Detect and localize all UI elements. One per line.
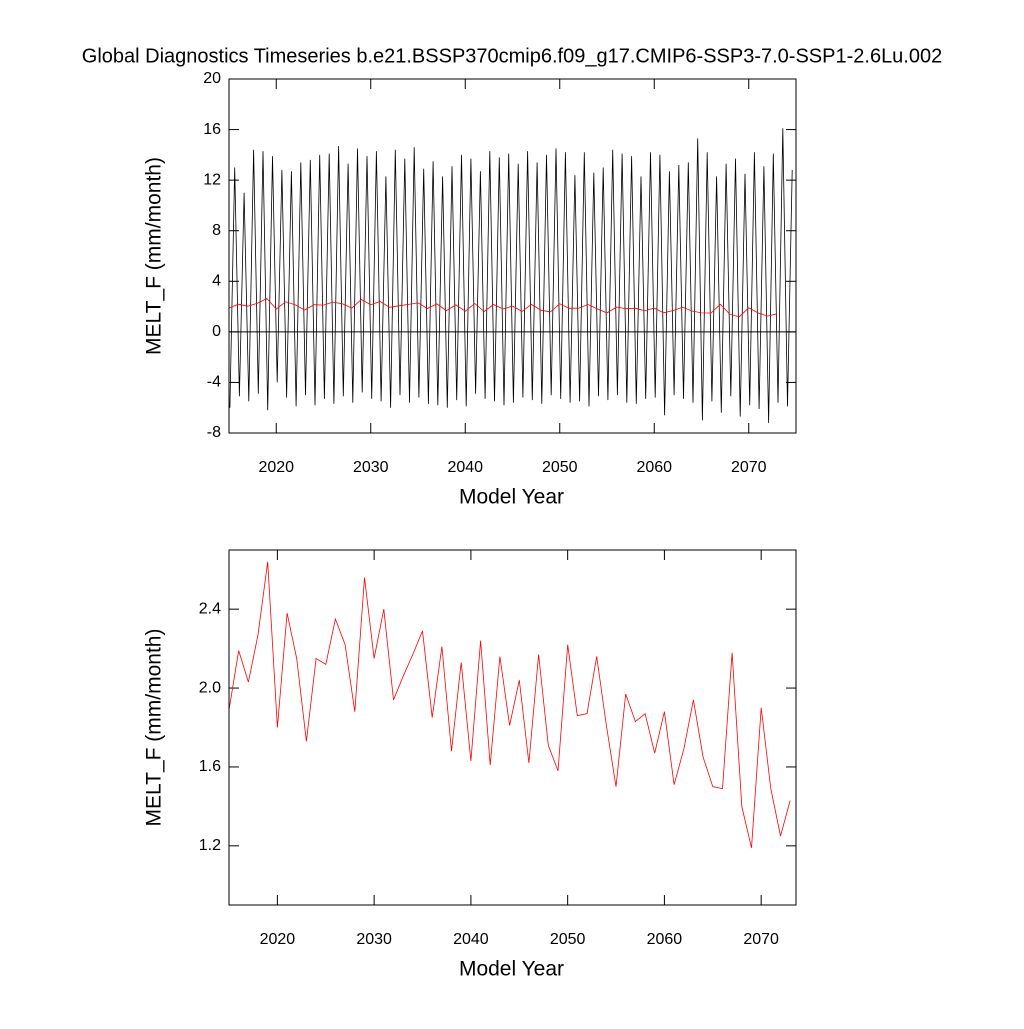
x-tick-label: 2020	[258, 459, 294, 476]
y-tick-label: 0	[212, 323, 221, 340]
x-tick-label: 2040	[447, 459, 483, 476]
x-tick-label: 2030	[356, 931, 392, 948]
y-tick-label: 12	[203, 171, 221, 188]
x-axis-title: Model Year	[459, 958, 564, 981]
x-tick-label: 2060	[647, 931, 683, 948]
x-tick-label: 2050	[542, 459, 578, 476]
x-tick-label: 2020	[260, 931, 296, 948]
y-tick-label: -4	[207, 374, 221, 391]
chart-title: Global Diagnostics Timeseries b.e21.BSSP…	[82, 45, 942, 67]
y-tick-label: 16	[203, 121, 221, 138]
y-tick-label: 8	[212, 222, 221, 239]
y-tick-label: 2.4	[199, 600, 221, 617]
x-tick-label: 2050	[550, 931, 586, 948]
x-tick-label: 2040	[453, 931, 489, 948]
y-axis-title: MELT_F (mm/month)	[143, 157, 166, 355]
y-tick-label: 1.6	[199, 758, 221, 775]
data-line	[229, 128, 793, 423]
data-line	[229, 298, 778, 318]
x-tick-label: 2060	[636, 459, 672, 476]
y-tick-label: 2.0	[199, 679, 221, 696]
y-axis-title: MELT_F (mm/month)	[143, 629, 166, 827]
plot-frame	[228, 549, 797, 906]
plot-frame	[228, 78, 797, 434]
y-tick-label: 4	[212, 273, 221, 290]
y-tick-label: 1.2	[199, 837, 221, 854]
x-axis-title: Model Year	[459, 486, 564, 509]
x-tick-label: 2030	[353, 459, 389, 476]
x-tick-label: 2070	[731, 459, 767, 476]
x-tick-label: 2070	[743, 931, 779, 948]
y-tick-label: -8	[207, 424, 221, 441]
y-tick-label: 20	[203, 70, 221, 87]
data-line	[229, 561, 791, 848]
